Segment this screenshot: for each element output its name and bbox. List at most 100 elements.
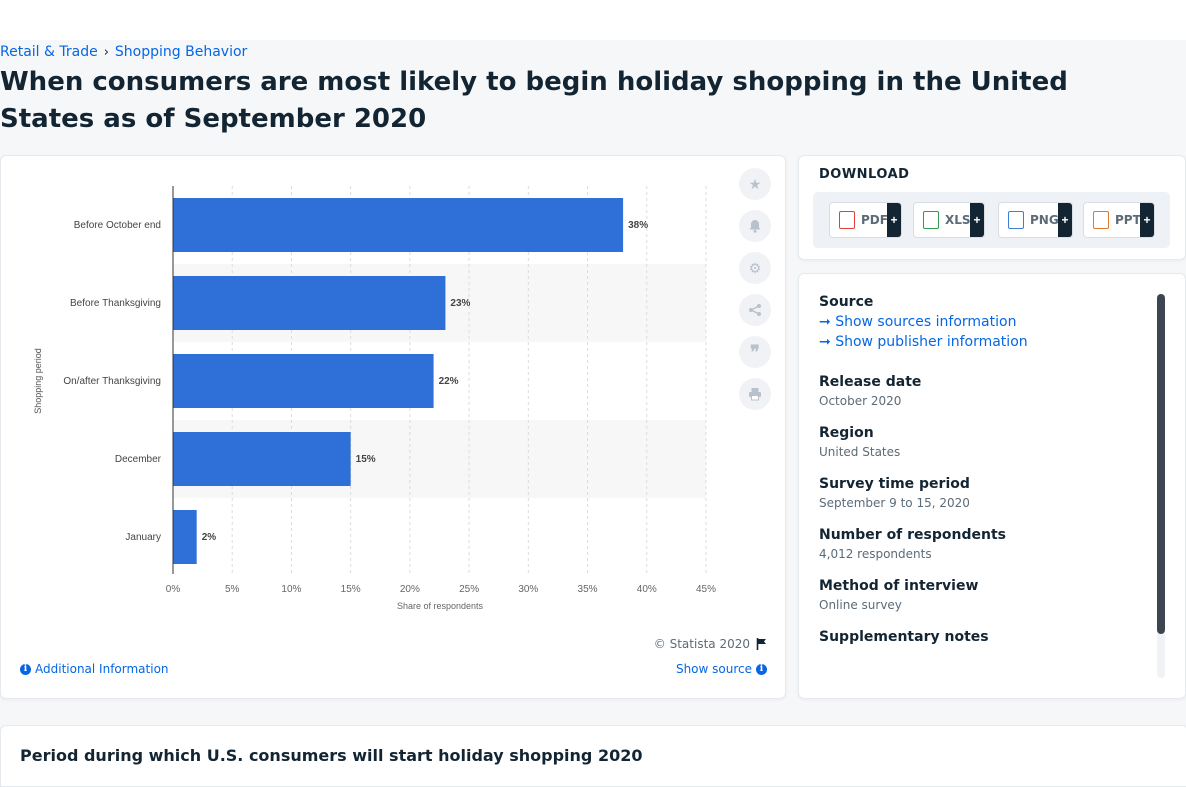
breadcrumb-current-link[interactable]: Shopping Behavior bbox=[114, 44, 248, 60]
statistic-details: Source ➞ Show sources information ➞ Show… bbox=[819, 294, 1149, 662]
method-value: Online survey bbox=[819, 598, 902, 612]
description-card: Period during which U.S. consumers will … bbox=[0, 725, 1186, 787]
category-label: Before Thanksgiving bbox=[70, 298, 161, 309]
category-label: January bbox=[125, 532, 161, 543]
x-tick-label: 10% bbox=[281, 584, 301, 595]
download-xls-button[interactable]: XLS + bbox=[913, 202, 985, 238]
survey-period-section: Survey time period September 9 to 15, 20… bbox=[819, 476, 1149, 510]
supplementary-label: Supplementary notes bbox=[819, 629, 989, 645]
arrow-right-icon: ➞ bbox=[819, 334, 831, 350]
release-date-label: Release date bbox=[819, 374, 922, 390]
download-png-button[interactable]: PNG + bbox=[998, 202, 1073, 238]
breadcrumb-separator: › bbox=[103, 44, 109, 60]
chart-card: Before October end Before Thanksgiving On/… bbox=[0, 155, 786, 699]
bar[interactable] bbox=[173, 198, 624, 252]
download-xls-plus[interactable]: + bbox=[970, 203, 984, 237]
settings-button[interactable]: ⚙ bbox=[739, 252, 771, 284]
value-label: 2% bbox=[202, 532, 217, 543]
y-axis-label: Shopping period bbox=[33, 348, 43, 414]
x-tick-label: 45% bbox=[696, 584, 716, 595]
breadcrumb-parent-link[interactable]: Retail & Trade bbox=[0, 44, 98, 60]
x-tick-label: 15% bbox=[341, 584, 361, 595]
additional-information-label: Additional Information bbox=[35, 662, 169, 676]
arrow-right-icon: ➞ bbox=[819, 314, 831, 330]
x-tick-label: 5% bbox=[225, 584, 240, 595]
share-icon bbox=[749, 304, 761, 316]
bar[interactable] bbox=[173, 510, 197, 564]
value-label: 23% bbox=[450, 298, 470, 309]
description-title: Period during which U.S. consumers will … bbox=[20, 746, 643, 765]
png-file-icon bbox=[1008, 211, 1024, 229]
download-pdf-button[interactable]: PDF + bbox=[829, 202, 902, 238]
flag-icon[interactable] bbox=[756, 638, 767, 650]
x-tick-label: 40% bbox=[637, 584, 657, 595]
share-button[interactable] bbox=[739, 294, 771, 326]
download-png-label: PNG bbox=[1030, 213, 1059, 227]
category-label: December bbox=[115, 454, 162, 465]
show-publisher-link[interactable]: ➞ Show publisher information bbox=[819, 334, 1149, 350]
x-tick-label: 20% bbox=[400, 584, 420, 595]
download-ppt-button[interactable]: PPT + bbox=[1083, 202, 1155, 238]
respondents-section: Number of respondents 4,012 respondents bbox=[819, 527, 1149, 561]
download-ppt-plus[interactable]: + bbox=[1140, 203, 1154, 237]
download-heading: DOWNLOAD bbox=[819, 167, 910, 182]
gear-icon: ⚙ bbox=[748, 259, 762, 276]
supplementary-section: Supplementary notes bbox=[819, 629, 1149, 645]
show-sources-link[interactable]: ➞ Show sources information bbox=[819, 314, 1149, 330]
category-label: On/after Thanksgiving bbox=[63, 376, 161, 387]
pdf-file-icon bbox=[839, 211, 855, 229]
favorite-button[interactable]: ★ bbox=[739, 168, 771, 200]
print-button[interactable] bbox=[739, 378, 771, 410]
breadcrumb: Retail & Trade › Shopping Behavior bbox=[0, 43, 247, 61]
region-value: United States bbox=[819, 445, 901, 459]
x-tick-label: 25% bbox=[459, 584, 479, 595]
source-heading: Source bbox=[819, 294, 874, 310]
info-icon: i bbox=[756, 663, 767, 675]
region-label: Region bbox=[819, 425, 874, 441]
category-label: Before October end bbox=[74, 220, 161, 231]
bar[interactable] bbox=[173, 354, 434, 408]
chart-tools: ★ ⚙ ❞ bbox=[739, 168, 771, 420]
info-icon: i bbox=[20, 663, 31, 675]
download-png-plus[interactable]: + bbox=[1058, 203, 1072, 237]
respondents-value: 4,012 respondents bbox=[819, 547, 932, 561]
method-section: Method of interview Online survey bbox=[819, 578, 1149, 612]
survey-period-label: Survey time period bbox=[819, 476, 970, 492]
release-date-value: October 2020 bbox=[819, 394, 902, 408]
xls-file-icon bbox=[923, 211, 939, 229]
top-bar bbox=[0, 0, 1186, 40]
quote-icon: ❞ bbox=[750, 341, 760, 362]
star-icon: ★ bbox=[748, 175, 762, 192]
survey-period-value: September 9 to 15, 2020 bbox=[819, 496, 970, 510]
copyright-text: © Statista 2020 bbox=[653, 637, 750, 651]
download-ppt-label: PPT bbox=[1115, 213, 1141, 227]
additional-information-link[interactable]: i Additional Information bbox=[20, 662, 169, 676]
bar-chart: Before October end Before Thanksgiving On/… bbox=[33, 186, 716, 611]
show-publisher-label: Show publisher information bbox=[835, 334, 1028, 350]
value-label: 38% bbox=[628, 220, 648, 231]
download-card: DOWNLOAD PDF + XLS + PNG + PPT + bbox=[798, 155, 1186, 260]
respondents-label: Number of respondents bbox=[819, 527, 1006, 543]
ppt-file-icon bbox=[1093, 211, 1109, 229]
bar[interactable] bbox=[173, 276, 446, 330]
page-title: When consumers are most likely to begin … bbox=[0, 67, 1068, 134]
x-tick-label: 30% bbox=[518, 584, 538, 595]
x-axis-label: Share of respondents bbox=[397, 601, 484, 611]
details-scrollbar-thumb[interactable] bbox=[1157, 294, 1165, 634]
show-source-label: Show source bbox=[675, 662, 752, 676]
cite-button[interactable]: ❞ bbox=[739, 336, 771, 368]
download-pdf-plus[interactable]: + bbox=[887, 203, 901, 237]
notification-button[interactable] bbox=[739, 210, 771, 242]
source-section: Source ➞ Show sources information ➞ Show… bbox=[819, 294, 1149, 350]
show-source-link[interactable]: Show source i bbox=[676, 662, 767, 676]
download-bar: PDF + XLS + PNG + PPT + bbox=[813, 192, 1170, 248]
bell-icon bbox=[749, 220, 761, 233]
x-tick-label: 0% bbox=[166, 584, 181, 595]
show-sources-label: Show sources information bbox=[835, 314, 1017, 330]
release-date-section: Release date October 2020 bbox=[819, 374, 1149, 408]
bar[interactable] bbox=[173, 432, 351, 486]
x-tick-label: 35% bbox=[578, 584, 598, 595]
details-scrollbar[interactable] bbox=[1157, 294, 1165, 678]
value-label: 22% bbox=[439, 376, 459, 387]
print-icon bbox=[749, 388, 761, 401]
